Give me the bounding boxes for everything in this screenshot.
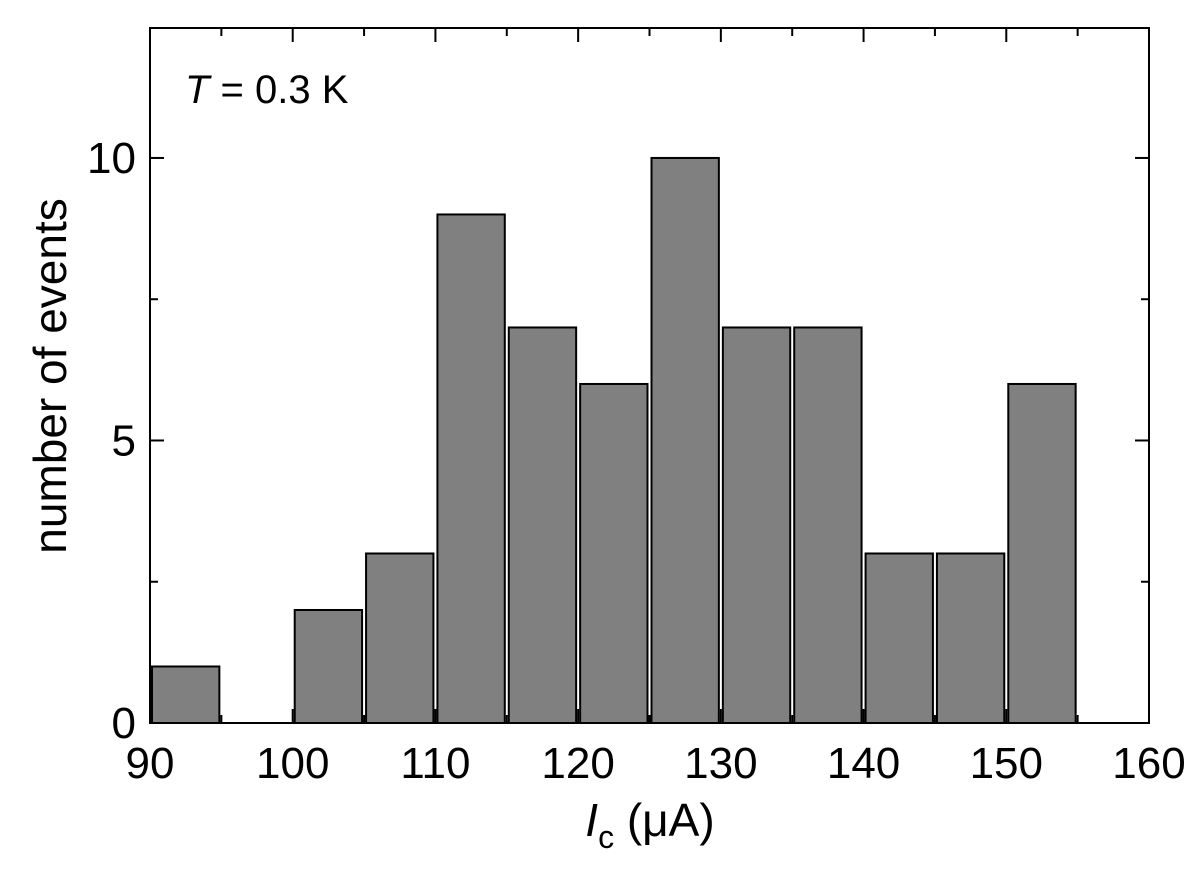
y-tick-label: 5 — [112, 416, 136, 465]
bar — [365, 552, 435, 724]
y-axis-label: number of events — [24, 198, 76, 553]
x-tick-label: 150 — [970, 739, 1043, 788]
x-tick-label: 130 — [684, 739, 757, 788]
bar — [507, 326, 578, 724]
x-tick-label: 120 — [541, 739, 614, 788]
x-tick-label: 100 — [256, 739, 329, 788]
annotation-symbol: T — [185, 68, 212, 112]
ticks-group — [149, 28, 1150, 724]
annotation-text: = 0.3 K — [209, 68, 348, 112]
bar — [864, 552, 934, 724]
x-axis-unit-space — [614, 794, 627, 846]
bar — [151, 665, 221, 724]
bar — [793, 326, 863, 724]
x-axis-unit: (μA) — [627, 794, 715, 846]
x-axis-symbol: I — [585, 794, 598, 846]
bar — [935, 552, 1006, 724]
bar — [436, 213, 506, 724]
x-tick-label: 110 — [400, 739, 470, 788]
bar — [1007, 382, 1077, 724]
y-tick-label: 0 — [112, 699, 136, 748]
bars-group — [151, 156, 1077, 725]
bar — [293, 608, 364, 725]
x-axis-subscript: c — [598, 819, 614, 855]
y-tick-label: 10 — [87, 134, 136, 183]
bar — [721, 326, 792, 724]
x-tick-label: 140 — [827, 739, 900, 788]
x-tick-label: 160 — [1112, 739, 1185, 788]
bar — [579, 382, 649, 724]
bar — [650, 156, 720, 724]
tick-labels-group: 90 100 110 120 130 140 150 160 0 5 10 — [87, 134, 1186, 788]
x-axis-label: Ic (μA) — [585, 794, 714, 855]
x-tick-label: 90 — [126, 739, 175, 788]
annotation-temperature: T = 0.3 K — [185, 68, 349, 112]
